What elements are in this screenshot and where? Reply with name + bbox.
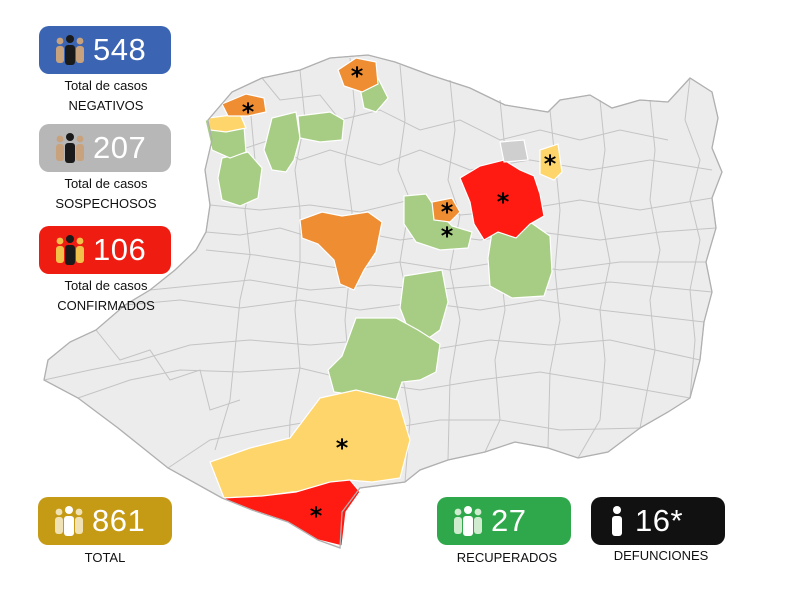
recuperados-badge: 27	[437, 497, 571, 545]
people-icon	[52, 504, 86, 538]
total-count: 861	[92, 503, 146, 538]
negativos-caption-line2: NEGATIVOS	[68, 98, 144, 113]
case-marker: *	[441, 222, 454, 250]
case-marker: *	[544, 150, 557, 178]
orange-municipality	[337, 57, 379, 93]
confirmados-caption-line2: CONFIRMADOS	[57, 298, 155, 313]
orange-municipality	[221, 93, 267, 117]
green-municipality	[263, 111, 301, 173]
case-marker: *	[497, 188, 510, 216]
orange-municipality	[431, 197, 461, 223]
green-municipality	[297, 111, 345, 143]
negativos-count: 548	[93, 32, 147, 67]
total-badge: 861	[38, 497, 172, 545]
case-marker: *	[351, 62, 364, 90]
case-marker: *	[441, 198, 454, 226]
green-municipality	[399, 269, 449, 341]
recuperados-count: 27	[491, 503, 527, 538]
negativos-badge: 548	[39, 26, 171, 74]
people-icon	[53, 233, 87, 267]
total-caption: TOTAL	[84, 550, 126, 565]
recuperados-caption: RECUPERADOS	[456, 550, 558, 565]
gray-municipality	[499, 139, 529, 163]
person-icon	[605, 504, 629, 538]
sospechosos-caption-line2: SOSPECHOSOS	[55, 196, 157, 211]
confirmados-caption-line1: Total de casos	[64, 278, 148, 293]
confirmados-caption: Total de casos CONFIRMADOS	[36, 276, 176, 316]
green-municipality	[327, 317, 441, 401]
green-municipality	[487, 221, 553, 299]
people-icon	[53, 131, 87, 165]
people-icon	[451, 504, 485, 538]
defunciones-count: 16*	[635, 503, 684, 538]
yellow-municipality	[207, 113, 247, 133]
case-marker: *	[310, 502, 323, 530]
negativos-caption: Total de casos NEGATIVOS	[36, 76, 176, 116]
confirmados-count: 106	[93, 232, 147, 267]
sospechosos-badge: 207	[39, 124, 171, 172]
negativos-caption-line1: Total de casos	[64, 78, 148, 93]
defunciones-caption: DEFUNCIONES	[613, 548, 709, 563]
case-marker: *	[336, 434, 349, 462]
orange-municipality	[299, 211, 383, 291]
sospechosos-count: 207	[93, 130, 147, 165]
defunciones-badge: 16*	[591, 497, 725, 545]
confirmados-badge: 106	[39, 226, 171, 274]
people-icon	[53, 33, 87, 67]
yellow-municipality	[539, 143, 563, 181]
case-marker: *	[242, 98, 255, 126]
sospechosos-caption: Total de casos SOSPECHOSOS	[36, 174, 176, 214]
green-municipality	[217, 151, 263, 207]
sospechosos-caption-line1: Total de casos	[64, 176, 148, 191]
